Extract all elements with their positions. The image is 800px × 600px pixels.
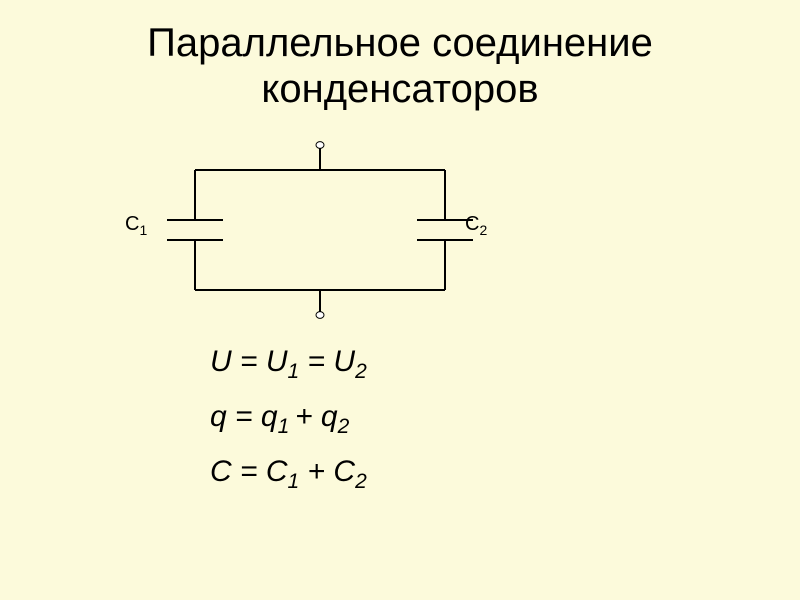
slide: Параллельное соединение конденсаторов [0, 0, 800, 600]
slide-title: Параллельное соединение конденсаторов [0, 20, 800, 112]
label-c1: С1 [125, 213, 147, 238]
terminal-bottom [316, 312, 324, 319]
label-c2-main: С [465, 213, 479, 235]
label-c2: С2 [465, 213, 487, 238]
title-line2: конденсаторов [261, 67, 538, 111]
circuit-diagram: С1 С2 [160, 135, 500, 340]
formula-u: U = U1 = U2 [210, 345, 367, 384]
label-c1-sub: 1 [139, 222, 147, 238]
formulas-block: U = U1 = U2 q = q1 + q2 C = C1 + C2 [210, 345, 367, 494]
circuit-svg [160, 135, 500, 335]
formula-q: q = q1 + q2 [210, 400, 367, 439]
terminal-top [316, 142, 324, 149]
title-line1: Параллельное соединение [147, 21, 653, 65]
label-c1-main: С [125, 213, 139, 235]
formula-c: C = C1 + C2 [210, 455, 367, 494]
label-c2-sub: 2 [479, 222, 487, 238]
